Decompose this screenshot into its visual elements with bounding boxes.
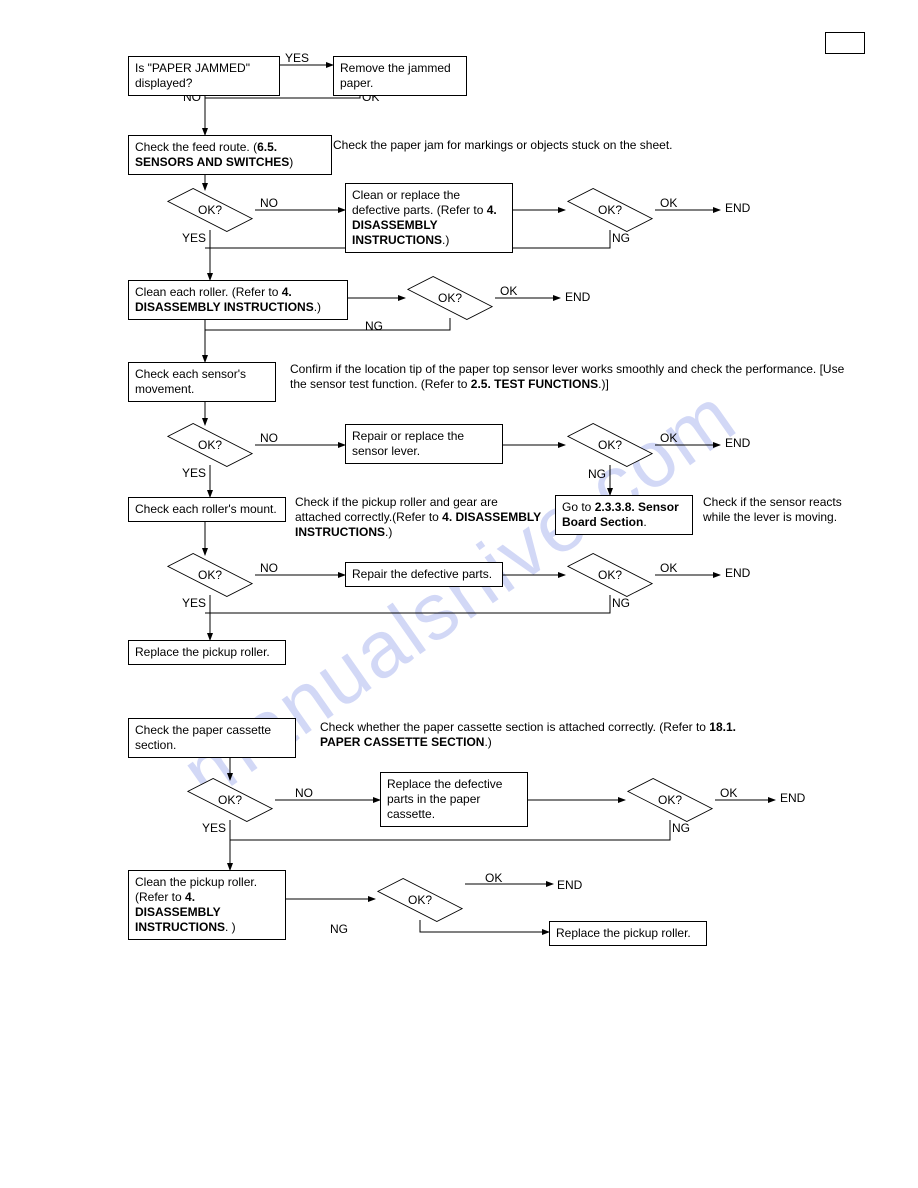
flowchart-edges: YESNOOKNOOKNGYESOKNGNOOKNGYESNOOKNGYESNO… xyxy=(0,0,918,1188)
flowchart-box-n6: Check each sensor's movement. xyxy=(128,362,276,402)
flowchart-box-n14: Clean the pickup roller. (Refer to 4. DI… xyxy=(128,870,286,940)
flowchart-decision-d10: OK? xyxy=(375,880,465,920)
svg-text:OK: OK xyxy=(660,431,677,445)
flowchart-decision-d1: OK? xyxy=(165,190,255,230)
decision-label: OK? xyxy=(625,780,715,820)
svg-text:NO: NO xyxy=(260,431,278,445)
flowchart-box-n15: Replace the pickup roller. xyxy=(549,921,707,946)
svg-text:OK: OK xyxy=(660,561,677,575)
flowchart-text-t8r: Check if the pickup roller and gear are … xyxy=(295,495,545,540)
flowchart-box-n10: Repair the defective parts. xyxy=(345,562,503,587)
svg-text:NO: NO xyxy=(260,561,278,575)
svg-text:YES: YES xyxy=(182,466,206,480)
flowchart-decision-d3: OK? xyxy=(405,278,495,318)
flowchart-box-n2: Remove the jammed paper. xyxy=(333,56,467,96)
flowchart-text-e2: END xyxy=(565,290,590,305)
flowchart-decision-d9: OK? xyxy=(625,780,715,820)
svg-text:OK: OK xyxy=(500,284,517,298)
page-number-box xyxy=(825,32,865,54)
svg-text:NO: NO xyxy=(260,196,278,210)
decision-label: OK? xyxy=(185,780,275,820)
flowchart-text-e4: END xyxy=(725,566,750,581)
flowchart-decision-d7: OK? xyxy=(565,555,655,595)
svg-text:NG: NG xyxy=(672,821,690,835)
decision-label: OK? xyxy=(565,555,655,595)
flowchart-decision-d8: OK? xyxy=(185,780,275,820)
flowchart-box-n11: Replace the pickup roller. xyxy=(128,640,286,665)
svg-text:OK: OK xyxy=(720,786,737,800)
flowchart-text-t12r: Check whether the paper cassette section… xyxy=(320,720,740,750)
flowchart-text-e6: END xyxy=(557,878,582,893)
svg-text:YES: YES xyxy=(285,51,309,65)
decision-label: OK? xyxy=(375,880,465,920)
svg-text:OK: OK xyxy=(660,196,677,210)
flowchart-text-t6r: Confirm if the location tip of the paper… xyxy=(290,362,860,392)
flowchart-text-e5: END xyxy=(780,791,805,806)
flowchart-box-n5: Clean each roller. (Refer to 4. DISASSEM… xyxy=(128,280,348,320)
flowchart-box-n13: Replace the defective parts in the paper… xyxy=(380,772,528,827)
flowchart-box-n4: Clean or replace the defective parts. (R… xyxy=(345,183,513,253)
flowchart-decision-d6: OK? xyxy=(165,555,255,595)
flowchart-decision-d4: OK? xyxy=(165,425,255,465)
flowchart-box-n9: Go to 2.3.3.8. Sensor Board Section. xyxy=(555,495,693,535)
flowchart-box-n3: Check the feed route. (6.5. SENSORS AND … xyxy=(128,135,332,175)
decision-label: OK? xyxy=(165,190,255,230)
svg-text:YES: YES xyxy=(202,821,226,835)
flowchart-text-t3r: Check the paper jam for markings or obje… xyxy=(333,138,753,153)
flowchart-text-e1: END xyxy=(725,201,750,216)
decision-label: OK? xyxy=(565,425,655,465)
svg-text:NG: NG xyxy=(365,319,383,333)
flowchart-decision-d2: OK? xyxy=(565,190,655,230)
flowchart-page: manualshive.com YESNOOKNOOKNGYESOKNGNOOK… xyxy=(0,0,918,1188)
svg-text:NG: NG xyxy=(330,922,348,936)
flowchart-text-t9r: Check if the sensor reacts while the lev… xyxy=(703,495,853,525)
svg-text:YES: YES xyxy=(182,231,206,245)
svg-text:OK: OK xyxy=(485,871,502,885)
svg-text:NO: NO xyxy=(295,786,313,800)
flowchart-decision-d5: OK? xyxy=(565,425,655,465)
svg-text:NG: NG xyxy=(588,467,606,481)
svg-text:NG: NG xyxy=(612,596,630,610)
decision-label: OK? xyxy=(565,190,655,230)
decision-label: OK? xyxy=(165,425,255,465)
svg-text:YES: YES xyxy=(182,596,206,610)
flowchart-box-n1: Is "PAPER JAMMED" displayed? xyxy=(128,56,280,96)
svg-text:NG: NG xyxy=(612,231,630,245)
flowchart-text-e3: END xyxy=(725,436,750,451)
flowchart-box-n7: Repair or replace the sensor lever. xyxy=(345,424,503,464)
decision-label: OK? xyxy=(405,278,495,318)
flowchart-box-n8: Check each roller's mount. xyxy=(128,497,286,522)
decision-label: OK? xyxy=(165,555,255,595)
flowchart-box-n12: Check the paper cassette section. xyxy=(128,718,296,758)
